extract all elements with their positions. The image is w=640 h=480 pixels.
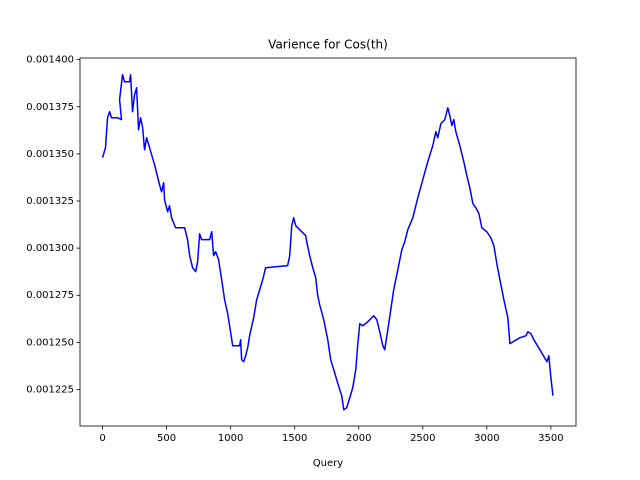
y-tick-label: 0.001225: [26, 384, 74, 395]
x-tick-label: 3000: [474, 433, 499, 444]
chart-title: Varience for Cos(th): [268, 38, 388, 52]
y-tick-label: 0.001325: [26, 196, 74, 207]
x-tick-label: 2500: [410, 433, 435, 444]
y-tick-label: 0.001300: [26, 243, 74, 254]
plot-frame: [79, 57, 577, 427]
x-tick-label: 1500: [282, 433, 307, 444]
y-tick-label: 0.001375: [26, 102, 74, 113]
x-tick-label: 1000: [218, 433, 243, 444]
x-tick-label: 500: [157, 433, 176, 444]
y-tick-label: 0.001400: [26, 55, 74, 66]
y-tick-label: 0.001250: [26, 337, 74, 348]
x-tick-label: 2000: [346, 433, 371, 444]
y-tick-label: 0.001350: [26, 149, 74, 160]
y-tick-label: 0.001275: [26, 290, 74, 301]
x-tick-label: 3500: [538, 433, 563, 444]
x-tick-label: 0: [99, 433, 105, 444]
x-axis-label: Query: [313, 458, 343, 469]
data-line: [101, 74, 554, 411]
